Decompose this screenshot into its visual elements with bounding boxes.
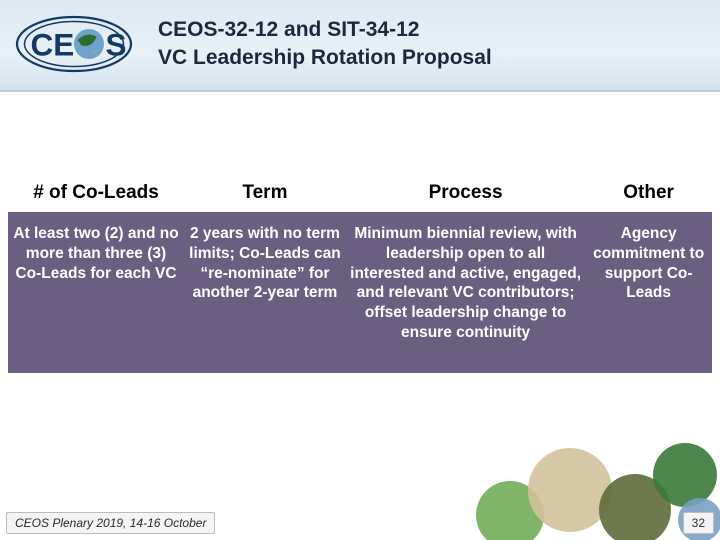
svg-text:S: S	[106, 26, 127, 62]
ceos-logo: CE S	[14, 14, 134, 74]
cell-process: Minimum biennial review, with leadership…	[346, 218, 585, 349]
table-header-row: # of Co-Leads Term Process Other	[8, 174, 712, 212]
cell-term: 2 years with no term limits; Co-Leads ca…	[184, 218, 346, 349]
title-line-1: CEOS-32-12 and SIT-34-12	[158, 16, 492, 44]
col-header-term: Term	[184, 174, 346, 212]
page-number: 32	[683, 512, 714, 534]
proposal-table: # of Co-Leads Term Process Other At leas…	[8, 174, 712, 373]
col-header-other: Other	[585, 174, 712, 212]
col-header-process: Process	[346, 174, 585, 212]
title-line-2: VC Leadership Rotation Proposal	[158, 44, 492, 72]
table-body-row: At least two (2) and no more than three …	[8, 212, 712, 373]
footer-event-label: CEOS Plenary 2019, 14-16 October	[6, 512, 215, 534]
col-header-coleads: # of Co-Leads	[8, 174, 184, 212]
slide-title: CEOS-32-12 and SIT-34-12 VC Leadership R…	[158, 16, 492, 73]
cell-other: Agency commitment to support Co-Leads	[585, 218, 712, 349]
svg-text:CE: CE	[31, 26, 75, 62]
cell-coleads: At least two (2) and no more than three …	[8, 218, 184, 349]
